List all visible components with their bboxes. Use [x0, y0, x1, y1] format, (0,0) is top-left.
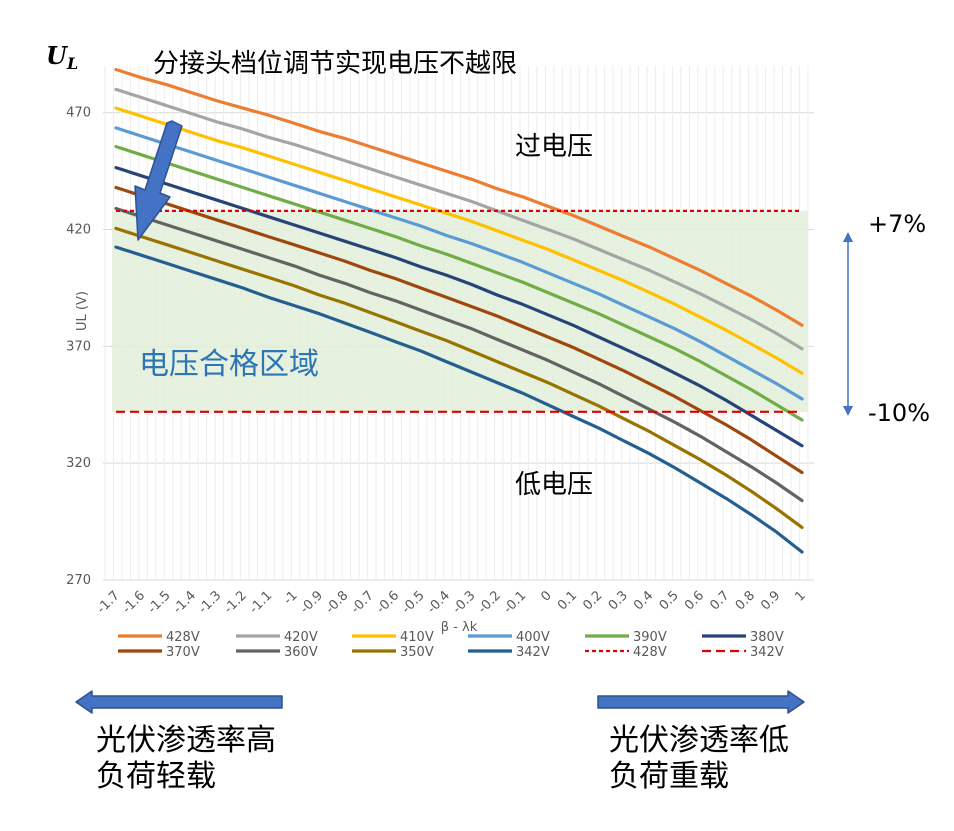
series-line-410V	[114, 106, 804, 375]
x-tick-label: -0.6	[374, 588, 403, 617]
x-tick-label: 1	[792, 588, 808, 604]
series-line-420V	[114, 87, 804, 351]
corner-axis-label-main: U	[46, 41, 69, 70]
x-tick-label: -1.4	[171, 588, 200, 617]
y-tick-label: 370	[66, 339, 91, 354]
x-tick-label: -1.5	[145, 588, 174, 617]
overvoltage-label: 过电压	[515, 132, 593, 162]
y-tick-labels: 270 320 370 420 470	[66, 106, 91, 588]
series-line-428V	[114, 67, 804, 327]
x-tick-label: -0.7	[348, 588, 377, 617]
corner-axis-label: UL	[46, 41, 78, 73]
series-line-360V	[114, 206, 804, 503]
corner-axis-label-sub: L	[66, 54, 78, 73]
series-group	[114, 67, 804, 554]
series-line-380V	[114, 166, 804, 448]
legend-label: 370V	[166, 645, 200, 660]
legend-label: 380V	[750, 630, 784, 645]
lower-tolerance-label: -10%	[868, 399, 930, 427]
legend-label: 428V	[633, 645, 667, 660]
x-tick-label: -0.1	[501, 588, 530, 617]
x-tick-labels: -1.7-1.6-1.5-1.4-1.3-1.2-1.1 -1-0.9-0.8-0…	[94, 588, 809, 617]
series-line-370V	[114, 185, 804, 475]
x-tick-label: 0.1	[555, 588, 580, 613]
legend-label: 360V	[284, 645, 318, 660]
x-tick-label: -1.6	[120, 588, 149, 617]
x-axis-title: β - λk	[441, 620, 478, 635]
x-tick-label: 0.9	[758, 588, 783, 613]
x-tick-label: 0	[538, 588, 554, 604]
x-tick-label: -0.9	[298, 588, 327, 617]
right-caption-line2: 负荷重载	[609, 759, 729, 794]
x-tick-label: 0.4	[631, 588, 656, 613]
x-tick-label: 0.5	[657, 588, 682, 613]
x-tick-label: 0.8	[733, 588, 758, 613]
legend-label: 410V	[400, 630, 434, 645]
x-tick-label: 0.7	[707, 588, 732, 613]
series-line-350V	[114, 226, 804, 530]
chart-title: 分接头档位调节实现电压不越限	[153, 49, 517, 79]
x-tick-label: 0.3	[606, 588, 631, 613]
legend-label: 350V	[400, 645, 434, 660]
legend-label: 342V	[750, 645, 784, 660]
left-direction-arrow	[75, 690, 283, 714]
x-tick-label: -1.2	[221, 588, 250, 617]
legend-label: 342V	[516, 645, 550, 660]
right-caption-line1: 光伏渗透率低	[609, 723, 789, 758]
x-tick-label: -0.2	[475, 588, 504, 617]
y-tick-label: 470	[66, 106, 91, 121]
left-caption-line1: 光伏渗透率高	[96, 723, 276, 758]
left-caption-line2: 负荷轻载	[96, 759, 216, 794]
legend-label: 400V	[516, 630, 550, 645]
x-tick-label: 0.2	[580, 588, 605, 613]
x-tick-label: -1.3	[196, 588, 225, 617]
x-tick-label: -0.5	[399, 588, 428, 617]
legend-label: 420V	[284, 630, 318, 645]
right-direction-arrow	[597, 690, 805, 714]
y-axis-title: UL (V)	[75, 291, 90, 331]
x-tick-label: -0.3	[450, 588, 479, 617]
legend-label: 390V	[633, 630, 667, 645]
x-tick-label: -1.7	[94, 588, 123, 617]
tolerance-range-marker	[843, 232, 853, 416]
series-line-400V	[114, 126, 804, 401]
y-tick-label: 270	[66, 573, 91, 588]
series-line-342V	[114, 245, 804, 554]
legend: 428V 420V 410V 400V 390V 380V 370V 360V 350V 342V…	[118, 630, 784, 660]
legend-label: 428V	[166, 630, 200, 645]
qualified-zone-label: 电压合格区域	[139, 347, 319, 382]
series-line-390V	[114, 145, 804, 422]
y-tick-label: 420	[66, 223, 91, 238]
x-tick-label: -0.4	[425, 588, 454, 617]
upper-tolerance-label: +7%	[868, 210, 926, 238]
tap-adjust-arrow	[134, 120, 183, 241]
undervoltage-label: 低电压	[515, 470, 593, 500]
x-tick-label: -0.8	[323, 588, 352, 617]
x-tick-label: -1.1	[247, 588, 276, 617]
x-tick-label: 0.6	[682, 588, 707, 613]
y-tick-label: 320	[66, 456, 91, 471]
